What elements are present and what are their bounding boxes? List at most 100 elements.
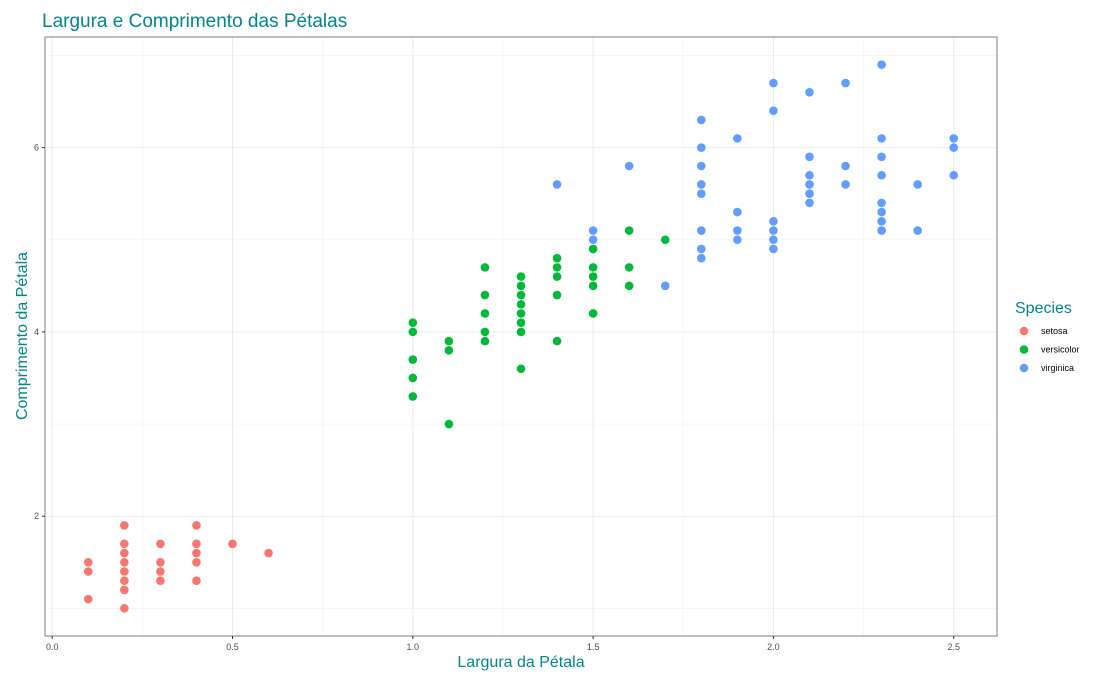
data-points bbox=[83, 60, 959, 613]
x-tick-label: 1.0 bbox=[407, 642, 420, 652]
data-point-virginica bbox=[552, 180, 562, 189]
data-point-virginica bbox=[769, 235, 778, 245]
data-point-virginica bbox=[913, 180, 922, 189]
data-point-versicolor bbox=[516, 281, 526, 291]
data-point-virginica bbox=[949, 143, 959, 152]
y-tick-label: 6 bbox=[34, 143, 39, 153]
data-point-setosa bbox=[120, 585, 129, 595]
data-point-virginica bbox=[877, 60, 886, 69]
x-tick-label: 2.0 bbox=[767, 642, 780, 652]
data-point-virginica bbox=[769, 78, 778, 88]
data-point-versicolor bbox=[480, 327, 490, 337]
data-point-versicolor bbox=[480, 336, 490, 346]
data-point-virginica bbox=[877, 170, 886, 180]
data-point-setosa bbox=[264, 548, 273, 558]
data-point-virginica bbox=[697, 143, 706, 152]
data-point-virginica bbox=[588, 226, 598, 235]
data-point-virginica bbox=[697, 180, 706, 189]
data-point-versicolor bbox=[552, 272, 562, 281]
data-point-versicolor bbox=[480, 290, 490, 300]
data-point-virginica bbox=[841, 78, 850, 88]
data-point-virginica bbox=[733, 226, 742, 235]
data-point-virginica bbox=[877, 226, 886, 235]
data-point-virginica bbox=[805, 152, 814, 162]
data-point-virginica bbox=[841, 180, 850, 189]
data-point-setosa bbox=[192, 576, 201, 586]
data-point-versicolor bbox=[588, 309, 598, 318]
data-point-versicolor bbox=[516, 309, 526, 318]
legend-label-versicolor: versicolor bbox=[1041, 345, 1080, 355]
data-point-setosa bbox=[83, 594, 93, 604]
data-point-virginica bbox=[769, 217, 778, 226]
x-axis-title: Largura da Pétala bbox=[457, 654, 584, 671]
data-point-virginica bbox=[588, 235, 598, 245]
data-point-virginica bbox=[697, 244, 706, 254]
data-point-versicolor bbox=[588, 272, 598, 281]
data-point-setosa bbox=[156, 539, 165, 549]
data-point-versicolor bbox=[408, 318, 418, 327]
data-point-virginica bbox=[949, 170, 959, 180]
data-point-versicolor bbox=[516, 327, 526, 337]
data-point-setosa bbox=[83, 557, 93, 567]
y-axis-title: Comprimento da Pétala bbox=[14, 252, 31, 420]
data-point-versicolor bbox=[552, 336, 562, 346]
data-point-versicolor bbox=[624, 281, 634, 291]
legend-title: Species bbox=[1015, 300, 1072, 317]
data-point-versicolor bbox=[480, 309, 490, 318]
data-point-setosa bbox=[192, 539, 201, 549]
data-point-virginica bbox=[877, 217, 886, 226]
data-point-versicolor bbox=[480, 263, 490, 272]
data-point-virginica bbox=[733, 207, 742, 217]
data-point-setosa bbox=[228, 539, 237, 549]
data-point-versicolor bbox=[516, 364, 526, 374]
data-point-setosa bbox=[120, 567, 129, 576]
legend-key-virginica bbox=[1019, 363, 1029, 373]
data-point-virginica bbox=[697, 253, 706, 263]
data-point-setosa bbox=[120, 557, 129, 567]
data-point-virginica bbox=[805, 180, 814, 189]
data-point-versicolor bbox=[444, 419, 454, 429]
data-point-versicolor bbox=[444, 336, 454, 346]
data-point-versicolor bbox=[516, 318, 526, 327]
data-point-virginica bbox=[877, 198, 886, 208]
data-point-virginica bbox=[769, 106, 778, 116]
data-point-setosa bbox=[120, 576, 129, 586]
data-point-virginica bbox=[877, 152, 886, 162]
data-point-setosa bbox=[192, 548, 201, 558]
legend-label-virginica: virginica bbox=[1041, 363, 1074, 373]
data-point-setosa bbox=[120, 548, 129, 558]
data-point-setosa bbox=[83, 567, 93, 576]
data-point-virginica bbox=[697, 161, 706, 171]
data-point-virginica bbox=[913, 226, 922, 235]
data-point-setosa bbox=[156, 557, 165, 567]
data-point-versicolor bbox=[588, 281, 598, 291]
y-tick-label: 2 bbox=[34, 511, 39, 521]
data-point-virginica bbox=[805, 170, 814, 180]
chart-title: Largura e Comprimento das Pétalas bbox=[42, 11, 347, 32]
data-point-versicolor bbox=[588, 263, 598, 272]
data-point-virginica bbox=[733, 134, 742, 143]
data-point-virginica bbox=[733, 235, 742, 245]
data-point-setosa bbox=[192, 557, 201, 567]
data-point-virginica bbox=[841, 161, 850, 171]
data-point-versicolor bbox=[660, 235, 670, 245]
x-tick-label: 0.5 bbox=[226, 642, 239, 652]
legend: Species setosa versicolor virginica bbox=[1015, 300, 1080, 373]
data-point-versicolor bbox=[408, 392, 418, 401]
y-tick-label: 4 bbox=[34, 327, 39, 337]
data-point-virginica bbox=[949, 134, 959, 143]
data-point-virginica bbox=[805, 198, 814, 208]
data-point-virginica bbox=[769, 244, 778, 254]
data-point-virginica bbox=[660, 281, 670, 291]
data-point-versicolor bbox=[552, 290, 562, 300]
data-point-versicolor bbox=[516, 272, 526, 281]
data-point-versicolor bbox=[408, 373, 418, 383]
data-point-setosa bbox=[156, 576, 165, 586]
data-point-versicolor bbox=[516, 290, 526, 300]
data-point-virginica bbox=[697, 115, 706, 125]
data-point-virginica bbox=[697, 226, 706, 235]
x-tick-label: 2.5 bbox=[947, 642, 960, 652]
legend-label-setosa: setosa bbox=[1041, 326, 1068, 336]
data-point-setosa bbox=[156, 567, 165, 576]
